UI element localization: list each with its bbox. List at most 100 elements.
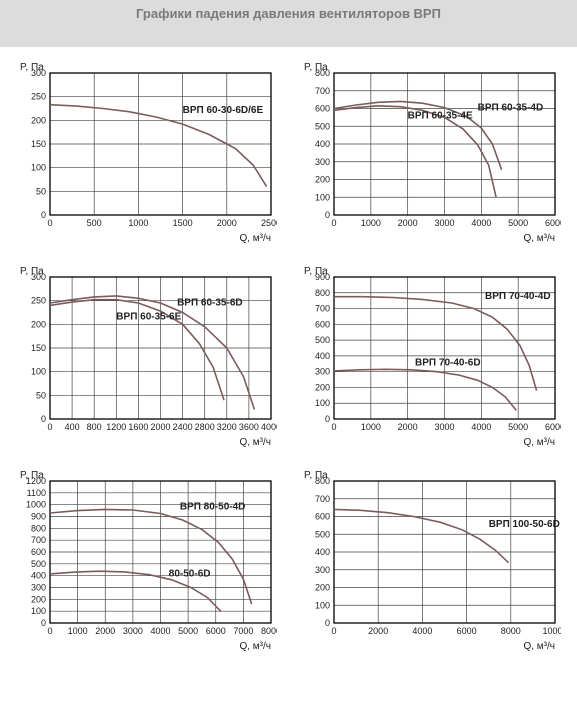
svg-text:400: 400 (314, 547, 329, 557)
svg-text:1000: 1000 (360, 422, 380, 432)
svg-text:50: 50 (36, 390, 46, 400)
svg-text:200: 200 (314, 175, 329, 185)
chart-vrp-80-50: 0100020003000400050006000700080000100200… (12, 467, 282, 657)
svg-text:3600: 3600 (239, 422, 259, 432)
svg-text:700: 700 (314, 86, 329, 96)
svg-text:0: 0 (331, 218, 336, 228)
svg-text:500: 500 (314, 529, 329, 539)
svg-text:250: 250 (31, 92, 46, 102)
svg-text:200: 200 (31, 115, 46, 125)
svg-text:4000: 4000 (261, 422, 277, 432)
chart-svg: 05001000150020002500050100150200250300P,… (12, 59, 277, 249)
svg-text:0: 0 (47, 626, 52, 636)
series-label: ВРП 60-35-6E (116, 312, 181, 323)
chart-vrp-70-40: 0100020003000400050006000010020030040050… (296, 263, 566, 453)
svg-text:1500: 1500 (173, 218, 193, 228)
svg-text:150: 150 (31, 343, 46, 353)
svg-text:700: 700 (314, 494, 329, 504)
svg-text:5000: 5000 (508, 218, 528, 228)
title-band-spacer (0, 23, 577, 47)
svg-text:7000: 7000 (233, 626, 253, 636)
svg-text:P, Па: P, Па (20, 62, 44, 73)
svg-text:Q, м³/ч: Q, м³/ч (523, 641, 555, 652)
svg-text:2000: 2000 (397, 422, 417, 432)
series-label: ВРП 60-30-6D/6E (183, 105, 264, 116)
svg-text:2000: 2000 (368, 626, 388, 636)
svg-text:500: 500 (87, 218, 102, 228)
chart-vrp-60-35-4: 0100020003000400050006000010020030040050… (296, 59, 566, 249)
series-label: 80-50-6D (169, 568, 211, 579)
svg-text:10000: 10000 (542, 626, 561, 636)
svg-text:0: 0 (41, 618, 46, 628)
svg-text:P, Па: P, Па (304, 470, 328, 481)
svg-text:P, Па: P, Па (304, 266, 328, 277)
svg-text:800: 800 (87, 422, 102, 432)
series-label: ВРП 60-35-4E (407, 110, 472, 121)
svg-text:200: 200 (314, 382, 329, 392)
series-label: ВРП 60-35-6D (177, 297, 243, 308)
svg-text:Q, м³/ч: Q, м³/ч (239, 641, 271, 652)
svg-text:P, Па: P, Па (20, 470, 44, 481)
svg-text:1000: 1000 (68, 626, 88, 636)
svg-text:0: 0 (41, 414, 46, 424)
svg-text:100: 100 (31, 606, 46, 616)
svg-text:4000: 4000 (412, 626, 432, 636)
svg-text:600: 600 (314, 319, 329, 329)
svg-text:3000: 3000 (123, 626, 143, 636)
svg-text:1000: 1000 (360, 218, 380, 228)
svg-text:3200: 3200 (217, 422, 237, 432)
svg-text:200: 200 (314, 583, 329, 593)
chart-vrp-100-50: 0200040006000800010000010020030040050060… (296, 467, 566, 657)
svg-text:0: 0 (47, 218, 52, 228)
svg-text:3000: 3000 (434, 218, 454, 228)
svg-text:300: 300 (31, 583, 46, 593)
svg-text:150: 150 (31, 139, 46, 149)
svg-text:400: 400 (65, 422, 80, 432)
svg-text:300: 300 (314, 367, 329, 377)
svg-text:Q, м³/ч: Q, м³/ч (239, 437, 271, 448)
svg-text:2000: 2000 (397, 218, 417, 228)
svg-text:300: 300 (314, 565, 329, 575)
svg-text:0: 0 (331, 422, 336, 432)
svg-text:2500: 2500 (261, 218, 277, 228)
svg-text:400: 400 (314, 139, 329, 149)
svg-text:100: 100 (31, 367, 46, 377)
series-label: ВРП 100-50-6D (488, 519, 559, 530)
svg-text:2800: 2800 (195, 422, 215, 432)
svg-text:500: 500 (314, 335, 329, 345)
svg-text:900: 900 (31, 512, 46, 522)
svg-text:500: 500 (31, 559, 46, 569)
svg-text:0: 0 (47, 422, 52, 432)
svg-text:5000: 5000 (508, 422, 528, 432)
svg-text:4000: 4000 (150, 626, 170, 636)
svg-text:4000: 4000 (471, 218, 491, 228)
svg-text:100: 100 (314, 600, 329, 610)
chart-vrp-60-35-6: 0400800120016002000240028003200360040000… (12, 263, 282, 453)
svg-text:400: 400 (314, 351, 329, 361)
series-label: ВРП 60-35-4D (477, 102, 543, 113)
chart-grid: 05001000150020002500050100150200250300P,… (0, 53, 577, 673)
svg-text:0: 0 (41, 210, 46, 220)
svg-text:1000: 1000 (128, 218, 148, 228)
page-title: Графики падения давления вентиляторов ВР… (0, 0, 577, 23)
chart-svg: 0100020003000400050006000700080000100200… (12, 467, 277, 657)
chart-svg: 0200040006000800010000010020030040050060… (296, 467, 561, 657)
svg-text:4000: 4000 (471, 422, 491, 432)
svg-text:1000: 1000 (26, 500, 46, 510)
chart-svg: 0100020003000400050006000010020030040050… (296, 59, 561, 249)
svg-text:8000: 8000 (261, 626, 277, 636)
svg-text:800: 800 (314, 288, 329, 298)
series-label: ВРП 70-40-4D (485, 291, 551, 302)
svg-text:200: 200 (31, 594, 46, 604)
svg-text:2000: 2000 (95, 626, 115, 636)
svg-text:0: 0 (324, 618, 329, 628)
svg-text:700: 700 (314, 304, 329, 314)
svg-text:600: 600 (314, 512, 329, 522)
svg-text:100: 100 (314, 192, 329, 202)
svg-text:400: 400 (31, 571, 46, 581)
svg-text:Q, м³/ч: Q, м³/ч (523, 437, 555, 448)
svg-text:1200: 1200 (106, 422, 126, 432)
svg-text:6000: 6000 (544, 422, 560, 432)
svg-text:100: 100 (31, 163, 46, 173)
svg-text:250: 250 (31, 296, 46, 306)
